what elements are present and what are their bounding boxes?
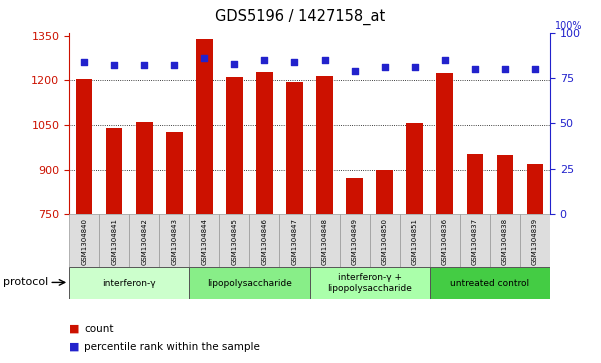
Bar [346, 178, 363, 363]
Text: GSM1304838: GSM1304838 [502, 218, 508, 265]
Point [79, 59, 89, 65]
Text: GSM1304836: GSM1304836 [442, 218, 448, 265]
Text: GSM1304841: GSM1304841 [111, 218, 117, 265]
Point [139, 62, 149, 68]
Point [350, 68, 359, 74]
Bar [466, 154, 483, 363]
Text: GSM1304839: GSM1304839 [532, 218, 538, 265]
Bar [400, 214, 430, 267]
Bar [196, 39, 213, 363]
Bar [279, 214, 310, 267]
Bar [526, 164, 543, 363]
Point [230, 61, 239, 66]
Bar [340, 214, 370, 267]
Point [530, 66, 540, 72]
Point [109, 62, 119, 68]
Point [500, 66, 510, 72]
Text: GSM1304847: GSM1304847 [291, 218, 297, 265]
Bar [249, 214, 279, 267]
Point [320, 57, 329, 63]
Text: GSM1304840: GSM1304840 [81, 218, 87, 265]
Bar [316, 76, 333, 363]
Text: GSM1304850: GSM1304850 [382, 218, 388, 265]
Text: GSM1304845: GSM1304845 [231, 218, 237, 265]
Text: GSM1304842: GSM1304842 [141, 218, 147, 265]
Point [380, 64, 389, 70]
Point [169, 62, 179, 68]
Point [260, 57, 269, 63]
Text: GSM1304849: GSM1304849 [352, 218, 358, 265]
Text: 100%: 100% [555, 21, 582, 31]
Text: GSM1304846: GSM1304846 [261, 218, 267, 265]
Bar [520, 214, 550, 267]
Bar [496, 155, 513, 363]
Bar [460, 214, 490, 267]
Text: interferon-γ +
lipopolysaccharide: interferon-γ + lipopolysaccharide [327, 273, 412, 293]
Text: GSM1304848: GSM1304848 [322, 218, 328, 265]
Text: untreated control: untreated control [450, 279, 529, 287]
Bar [256, 72, 273, 363]
Text: lipopolysaccharide: lipopolysaccharide [207, 279, 292, 287]
Bar [99, 214, 129, 267]
Bar [286, 82, 303, 363]
Text: interferon-γ: interferon-γ [102, 279, 156, 287]
Bar [370, 214, 400, 267]
Point [200, 55, 209, 61]
Point [410, 64, 419, 70]
Bar [310, 214, 340, 267]
Bar [166, 132, 183, 363]
Bar [129, 214, 159, 267]
Text: percentile rank within the sample: percentile rank within the sample [84, 342, 260, 352]
Bar [189, 267, 310, 299]
Bar [310, 267, 430, 299]
Text: ■: ■ [69, 342, 79, 352]
Point [440, 57, 450, 63]
Point [470, 66, 480, 72]
Bar [69, 214, 99, 267]
Bar [106, 128, 123, 363]
Point [290, 59, 299, 65]
Text: GSM1304844: GSM1304844 [201, 218, 207, 265]
Text: GSM1304851: GSM1304851 [412, 218, 418, 265]
Text: GDS5196 / 1427158_at: GDS5196 / 1427158_at [215, 9, 386, 25]
Bar [406, 123, 423, 363]
Bar [376, 170, 393, 363]
Bar [219, 214, 249, 267]
Bar [76, 79, 93, 363]
Bar [226, 77, 243, 363]
Text: protocol: protocol [3, 277, 48, 287]
Text: count: count [84, 323, 114, 334]
Bar [430, 267, 550, 299]
Text: GSM1304837: GSM1304837 [472, 218, 478, 265]
Bar [436, 73, 453, 363]
Bar [189, 214, 219, 267]
Bar [430, 214, 460, 267]
Bar [69, 267, 189, 299]
Bar [136, 122, 153, 363]
Bar [159, 214, 189, 267]
Bar [490, 214, 520, 267]
Text: GSM1304843: GSM1304843 [171, 218, 177, 265]
Text: ■: ■ [69, 323, 79, 334]
